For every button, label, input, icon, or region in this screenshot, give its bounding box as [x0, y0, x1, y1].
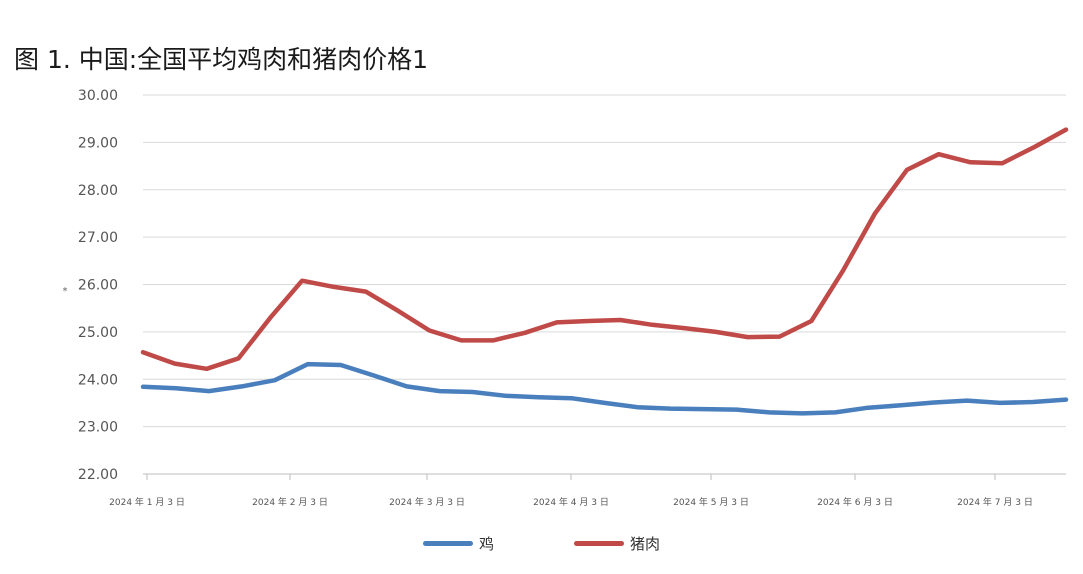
series-line-chicken [140, 361, 1069, 416]
y-tick-label: 25.00 [78, 325, 118, 341]
x-tick-label: 2024 年 6 月 3 日 [817, 496, 893, 508]
y-tick-label: 28.00 [78, 183, 118, 199]
legend-label-chicken: 鸡 [478, 535, 494, 553]
y-tick-label: 23.00 [78, 420, 118, 436]
y-tick-label: 24.00 [78, 372, 118, 388]
chart-title: 图 1. 中国:全国平均鸡肉和猪肉价格1 [14, 45, 429, 74]
y-tick-label: 30.00 [78, 88, 118, 104]
x-tick-label: 2024 年 1 月 3 日 [109, 496, 185, 508]
x-tick-label: 2024 年 4 月 3 日 [533, 496, 609, 508]
legend-label-pork: 猪肉 [630, 535, 661, 553]
series-line-pork [140, 127, 1069, 372]
legend: 鸡 猪肉 [0, 533, 1083, 554]
y-tick-label: 27.00 [78, 230, 118, 246]
x-tick-label: 2024 年 5 月 3 日 [673, 496, 749, 508]
x-tick-label: 2024 年 7 月 3 日 [957, 496, 1033, 508]
legend-swatch-chicken [422, 541, 473, 546]
x-tick-label: 2024 年 2 月 3 日 [252, 496, 328, 508]
y-tick-label: 26.00 [78, 278, 118, 294]
x-tick-label: 2024 年 3 月 3 日 [389, 496, 465, 508]
y-axis-label: * [63, 286, 68, 297]
y-tick-label: 29.00 [78, 135, 118, 151]
legend-item-pork: 猪肉 [574, 533, 660, 554]
legend-item-chicken: 鸡 [422, 533, 494, 554]
legend-swatch-pork [574, 541, 624, 546]
y-tick-label: 22.00 [78, 467, 118, 483]
